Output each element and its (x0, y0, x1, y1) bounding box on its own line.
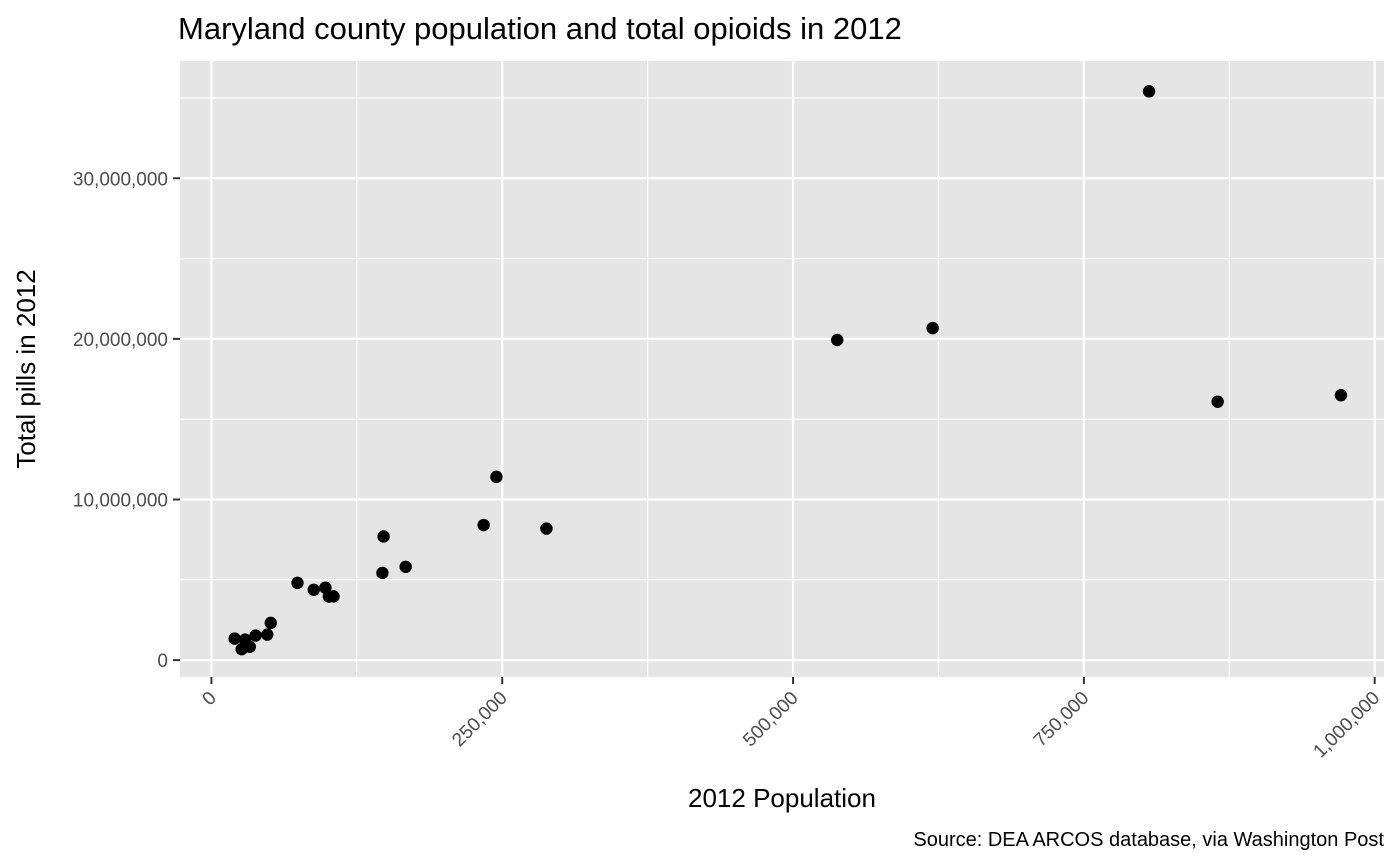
data-point (831, 333, 844, 347)
x-tick-label: 500,000 (739, 688, 802, 751)
x-axis-title: 2012 Population (688, 783, 876, 813)
data-point (1211, 395, 1224, 408)
y-tick-label: 0 (157, 651, 168, 672)
y-axis: 0 10,000,000 20,000,000 30,000,000 (73, 169, 180, 672)
grid-minor (180, 61, 1384, 677)
data-point (1142, 85, 1156, 98)
data-point (264, 616, 277, 630)
y-tick-label: 20,000,000 (73, 330, 168, 351)
data-point (1334, 389, 1348, 402)
data-point (490, 470, 503, 484)
points (228, 85, 1348, 656)
data-point (327, 590, 340, 603)
data-point (540, 522, 553, 535)
x-tick-label: 1,000,000 (1310, 688, 1385, 763)
data-point (307, 583, 320, 596)
y-tick-label: 10,000,000 (73, 491, 168, 512)
data-point (377, 530, 390, 543)
data-point (399, 560, 412, 574)
data-point (477, 518, 490, 532)
grid-major (180, 61, 1384, 677)
plot-panel (180, 61, 1384, 677)
chart-caption: Source: DEA ARCOS database, via Washingt… (913, 829, 1384, 851)
x-tick-label: 250,000 (448, 688, 511, 751)
x-tick-label: 0 (199, 688, 221, 710)
y-axis-title: Total pills in 2012 (11, 269, 41, 468)
data-point (291, 576, 304, 590)
data-point (261, 628, 274, 641)
data-point (243, 640, 256, 654)
x-axis: 0 250,000 500,000 750,000 1,000,000 (199, 677, 1385, 763)
chart-title: Maryland county population and total opi… (178, 11, 902, 46)
data-point (228, 632, 241, 645)
y-tick-label: 30,000,000 (73, 169, 168, 190)
data-point (249, 629, 262, 642)
x-tick-label: 750,000 (1030, 688, 1093, 751)
data-point (376, 566, 389, 580)
data-point (926, 321, 939, 335)
